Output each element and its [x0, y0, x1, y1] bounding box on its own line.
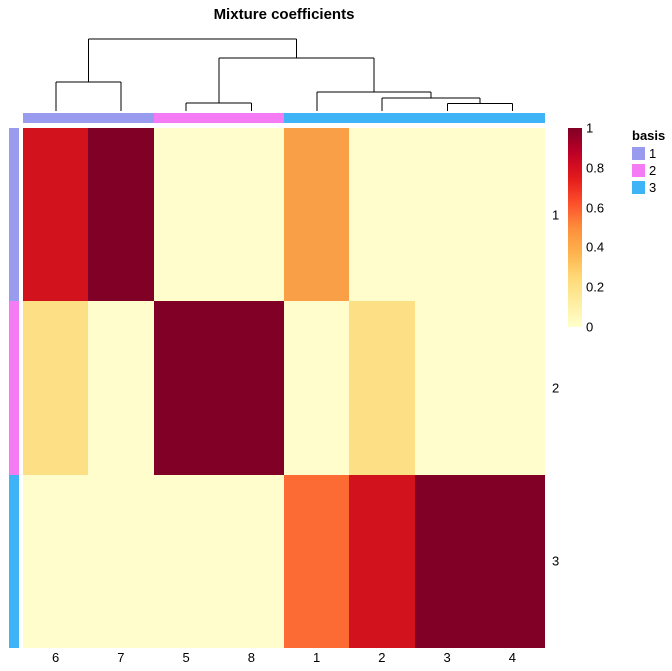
- heatmap-cell: [23, 301, 89, 475]
- column-label: 5: [182, 650, 190, 665]
- plot-title: Mixture coefficients: [213, 6, 355, 23]
- column-annotation-segment: [218, 113, 284, 123]
- row-annotation-segment: [9, 128, 19, 302]
- basis-legend-label: 3: [649, 180, 657, 195]
- basis-legend-item: 3: [632, 181, 672, 194]
- column-label: 8: [247, 650, 255, 665]
- column-label: 7: [117, 650, 125, 665]
- heatmap-cell: [414, 474, 480, 648]
- column-annotation-segment: [479, 113, 545, 123]
- column-annotation-segment: [153, 113, 219, 123]
- heatmap-cell: [284, 128, 350, 302]
- column-label: 4: [508, 650, 516, 665]
- colorbar-tick-labels: 1 0.8 0.6 0.4 0.2 0: [586, 121, 616, 335]
- column-annotation-segment: [349, 113, 415, 123]
- column-label: 1: [313, 650, 321, 665]
- row-annotation-segment: [9, 474, 19, 648]
- basis-legend-item: 2: [632, 164, 672, 177]
- heatmap-cell: [349, 474, 415, 648]
- row-label: 1: [552, 207, 560, 223]
- row-annotation-segment: [9, 301, 19, 475]
- colorbar-tick-label: 0: [586, 319, 594, 335]
- heatmap-cell: [284, 301, 350, 475]
- basis-legend: basis 1 2 3: [632, 128, 672, 198]
- basis-legend-title: basis: [632, 128, 666, 143]
- basis-legend-label: 1: [649, 146, 657, 161]
- heatmap-cell: [88, 301, 154, 475]
- heatmap-cell: [479, 128, 545, 302]
- colorbar-tick-label: 0.4: [586, 239, 605, 255]
- heatmap-cell: [349, 301, 415, 475]
- basis-legend-label: 2: [649, 163, 657, 178]
- column-annotation-segment: [88, 113, 154, 123]
- heatmap-cell: [153, 301, 219, 475]
- heatmap-cell: [153, 474, 219, 648]
- heatmap-grid: [23, 128, 545, 648]
- column-annotation-bar: [23, 113, 545, 123]
- heatmap-cell: [414, 301, 480, 475]
- heatmap-cell: [349, 128, 415, 302]
- heatmap-cell: [414, 128, 480, 302]
- colorbar-gradient: [568, 128, 582, 327]
- colorbar-tick-label: 0.8: [586, 160, 605, 176]
- heatmap-cell: [23, 474, 89, 648]
- row-label: 3: [552, 553, 560, 569]
- column-label: 3: [443, 650, 451, 665]
- column-annotation-segment: [284, 113, 350, 123]
- basis-legend-swatch: [632, 181, 645, 194]
- heatmap-cell: [218, 301, 284, 475]
- heatmap-cell: [218, 474, 284, 648]
- heatmap-cell: [479, 474, 545, 648]
- row-annotation-bar: [9, 128, 19, 648]
- row-label: 2: [552, 380, 560, 396]
- column-annotation-segment: [414, 113, 480, 123]
- row-labels: 1 2 3: [552, 128, 568, 648]
- column-annotation-segment: [23, 113, 89, 123]
- column-labels: 6 7 5 8 1 2 3 4: [23, 650, 545, 666]
- colorbar-tick-label: 0.6: [586, 200, 605, 216]
- heatmap-cell: [88, 474, 154, 648]
- basis-legend-item: 1: [632, 147, 672, 160]
- basis-legend-swatch: [632, 147, 645, 160]
- heatmap-cell: [479, 301, 545, 475]
- heatmap-cell: [153, 128, 219, 302]
- column-label: 6: [52, 650, 60, 665]
- heatmap-cell: [218, 128, 284, 302]
- basis-legend-swatch: [632, 164, 645, 177]
- heatmap-cell: [284, 474, 350, 648]
- heatmap-cell: [23, 128, 89, 302]
- heatmap-cell: [88, 128, 154, 302]
- colorbar-tick-label: 1: [586, 120, 594, 136]
- column-label: 2: [378, 650, 386, 665]
- colorbar-tick-label: 0.2: [586, 279, 605, 295]
